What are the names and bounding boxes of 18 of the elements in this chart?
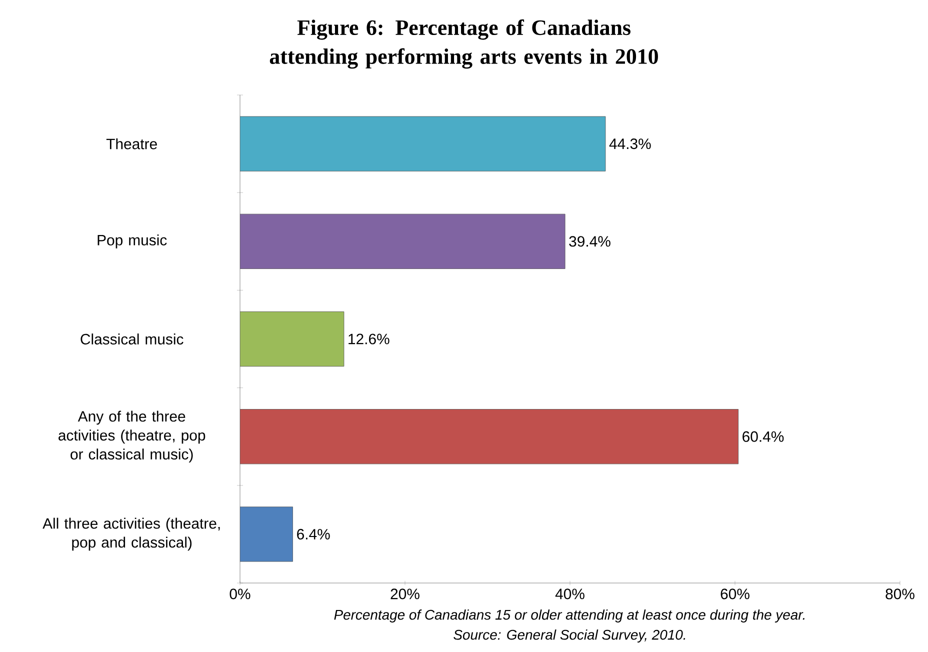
x-tick-label: 40% — [555, 588, 584, 600]
x-tick-label: 20% — [390, 588, 420, 600]
y-tick-label: Any of the three activities (theatre, pop or classical music) — [58, 410, 206, 462]
data-label: 12.6% — [348, 334, 390, 344]
y-tick-label: All three activities (theatre, pop and classical) — [42, 518, 220, 551]
y-tick-label: Theatre — [106, 138, 157, 150]
data-label: 39.4% — [569, 236, 610, 247]
chart-title: Figure 6: Percentage of Canadians attending performing arts events in 2010 — [270, 19, 658, 69]
source-note: Source: General Social Survey, 2010. — [454, 629, 686, 642]
data-label: 6.4% — [297, 528, 330, 540]
y-tick-label: Pop music — [98, 234, 167, 248]
y-tick-label: Classical music — [80, 334, 184, 344]
x-tick-label: 80% — [886, 588, 914, 600]
x-tick-label: 0% — [230, 588, 250, 600]
x-tick-label: 60% — [720, 588, 750, 600]
data-label: 60.4% — [742, 431, 784, 442]
text: Percentage of Canadians 15 or older attending at least once during the year. — [334, 609, 804, 622]
data-label: 44.3% — [609, 138, 651, 150]
